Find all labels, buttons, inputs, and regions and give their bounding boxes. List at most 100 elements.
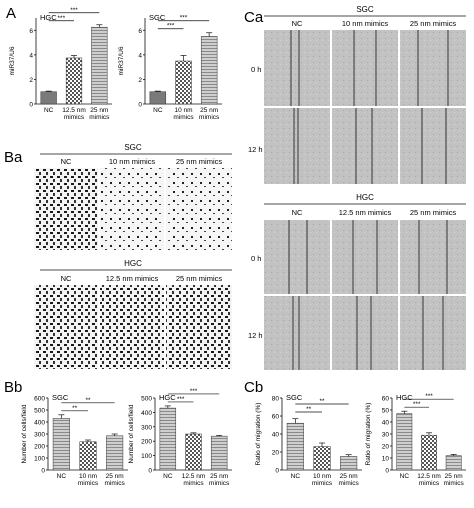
transwell-hgc-group-label: HGC: [124, 259, 142, 268]
scratch-hgc-wound-lines: [288, 220, 448, 370]
cb-sgc-xtick-label: 10 nm: [313, 473, 331, 480]
panel-label-A: A: [6, 5, 16, 22]
a-sgc-bar: [200, 36, 218, 105]
a-hgc-xtick-label: mimics: [64, 114, 85, 121]
cb-hgc-ytick-label: 10: [382, 456, 390, 463]
cb-sgc-sig-label: **: [306, 406, 312, 413]
bb-sgc-xtick-label: 25 nm: [106, 473, 124, 480]
cb-hgc-ytick-label: 60: [382, 396, 390, 403]
scratch-hgc-group-label: HGC: [356, 193, 374, 202]
transwell-hgc: HGC NC 12.5 nm mimics 25 nm mimics: [34, 259, 232, 369]
scratch-hgc-25nm-12h: [400, 296, 466, 370]
bb-sgc-bar: [52, 418, 70, 471]
scratch-sgc-col-nc: NC: [292, 19, 303, 28]
bb-hgc-xtick-label: mimics: [209, 480, 230, 487]
a-hgc-bar: [65, 57, 83, 105]
bb-hgc-xtick-label: 12.5 nm: [182, 473, 206, 480]
a-hgc-bar: [40, 91, 57, 105]
chart-cb-hgc: 0 10 20 30 40 50 60 Ratio of migration (%) HGC NC…: [365, 393, 466, 487]
a-sgc-ylabel: miR37/U6: [118, 46, 125, 75]
scratch-hgc-col-12nm: 12.5 nm mimics: [339, 208, 392, 217]
bb-sgc-xtick-label: mimics: [105, 480, 126, 487]
bb-sgc-ytick-label: 400: [34, 420, 45, 427]
a-sgc-ytick-label: 6: [138, 28, 142, 35]
bb-hgc-ytick-label: 500: [141, 396, 152, 403]
transwell-hgc-12nm-image: [100, 285, 164, 369]
a-hgc-xtick-label: 12.5 nm: [62, 107, 86, 114]
transwell-sgc: SGC NC 10 nm mimics 25 nm mimics: [34, 143, 232, 250]
scratch-hgc-12nm-12h: [332, 296, 398, 370]
a-sgc-ytick-label: 0: [138, 102, 142, 109]
a-sgc-bar: [149, 91, 167, 105]
cb-sgc-sig-label: **: [319, 398, 325, 405]
cb-sgc-bar: [286, 422, 304, 471]
a-sgc-xtick-label: 10 nm: [174, 107, 192, 114]
a-hgc-group-label: HGC: [40, 13, 57, 22]
bb-sgc-bar: [106, 435, 124, 471]
bb-sgc-bar: [79, 441, 97, 471]
a-hgc-xtick-label: NC: [44, 107, 54, 114]
bb-sgc-sig-label: **: [72, 405, 78, 412]
transwell-hgc-nc-image: [34, 285, 98, 369]
cb-sgc-group-label: SGC: [286, 393, 303, 402]
scratch-sgc-25nm-12h: [400, 108, 466, 184]
a-hgc-ylabel: miR37/U6: [9, 46, 16, 75]
cb-hgc-ylabel: Ratio of migration (%): [365, 403, 372, 466]
cb-sgc-ytick-label: 60: [272, 414, 280, 421]
scratch-sgc-col-10nm: 10 nm mimics: [342, 19, 389, 28]
a-hgc-ytick-label: 4: [29, 52, 33, 59]
scratch-sgc-10nm-12h: [332, 108, 398, 184]
scratch-sgc-wound-lines: [290, 30, 449, 184]
a-hgc-bar: [91, 26, 108, 105]
cb-hgc-group-label: HGC: [396, 393, 413, 402]
scratch-hgc-nc-0h: [264, 220, 330, 294]
scratch-hgc-col-25nm: 25 nm mimics: [410, 208, 457, 217]
transwell-hgc-col-25nm: 25 nm mimics: [176, 274, 223, 283]
bb-hgc-sig-label: ***: [190, 388, 198, 395]
a-hgc-ytick-label: 0: [29, 102, 33, 109]
transwell-sgc-25nm-image: [166, 168, 232, 250]
cb-hgc-xtick-label: mimics: [444, 480, 465, 487]
a-hgc-ytick-label: 2: [29, 77, 33, 84]
cb-sgc-ytick-label: 40: [272, 432, 280, 439]
cb-sgc-ytick-label: 80: [272, 396, 280, 403]
scratch-hgc-12nm-0h: [332, 220, 398, 294]
a-hgc-sig-label: ***: [70, 7, 78, 14]
cb-sgc-ytick-label: 20: [272, 450, 280, 457]
a-sgc-ytick-label: 2: [138, 77, 142, 84]
cb-hgc-ytick-label: 0: [385, 468, 389, 475]
bb-hgc-ytick-label: 0: [148, 468, 152, 475]
cb-sgc-xtick-label: mimics: [312, 480, 333, 487]
bb-sgc-ytick-label: 500: [34, 408, 45, 415]
a-sgc-ytick-label: 4: [138, 52, 142, 59]
transwell-sgc-col-nc: NC: [61, 157, 72, 166]
scratch-hgc-col-nc: NC: [292, 208, 303, 217]
cb-sgc-ytick-label: 0: [275, 468, 279, 475]
scratch-sgc: SGC NC 10 nm mimics 25 nm mimics 0 h 12 …: [248, 5, 466, 184]
cb-hgc-ytick-label: 40: [382, 420, 390, 427]
cb-sgc-bar: [340, 456, 358, 471]
bb-hgc-xtick-label: mimics: [183, 480, 204, 487]
a-sgc-sig-label: ***: [180, 15, 188, 22]
transwell-sgc-nc-image: [34, 168, 98, 250]
scratch-sgc-nc-12h: [264, 108, 330, 184]
transwell-sgc-group-label: SGC: [124, 143, 142, 152]
scratch-hgc-nc-12h: [264, 296, 330, 370]
cb-sgc-bar: [313, 446, 331, 471]
cb-hgc-bar: [445, 455, 462, 471]
cb-sgc-xtick-label: NC: [291, 473, 301, 480]
transwell-hgc-col-12nm: 12.5 nm mimics: [106, 274, 159, 283]
a-sgc-xtick-label: NC: [153, 107, 163, 114]
cb-sgc-xtick-label: mimics: [339, 480, 360, 487]
bb-sgc-ytick-label: 200: [34, 444, 45, 451]
bb-hgc-bar: [159, 407, 177, 471]
cb-hgc-xtick-label: 25 nm: [445, 473, 463, 480]
a-sgc-xtick-label: mimics: [173, 114, 194, 121]
cb-hgc-xtick-label: NC: [400, 473, 410, 480]
bb-hgc-ytick-label: 100: [141, 453, 152, 460]
transwell-sgc-col-10nm: 10 nm mimics: [109, 157, 156, 166]
a-sgc-bar: [175, 60, 192, 105]
